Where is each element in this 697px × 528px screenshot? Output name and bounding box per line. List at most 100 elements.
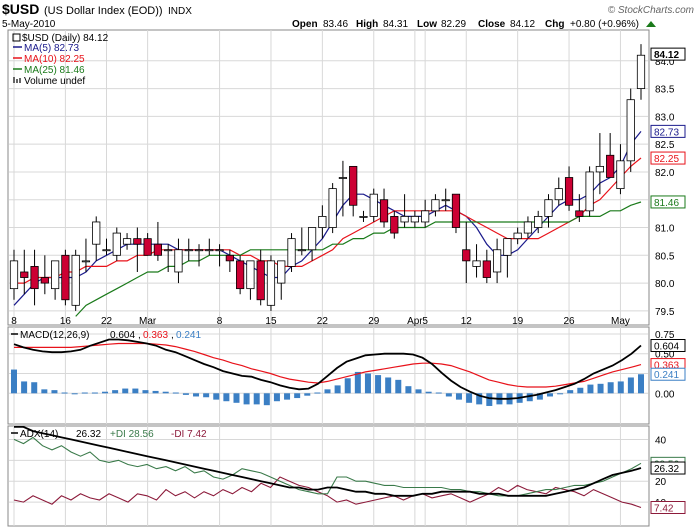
macd-histogram-bar: [375, 375, 382, 394]
candle: [266, 255, 276, 311]
macd-histogram-bar: [51, 390, 58, 394]
macd-legend-signal: 0.363: [143, 330, 168, 341]
macd-histogram-bar: [294, 393, 301, 399]
ma25-line: [75, 201, 642, 317]
candle-body: [400, 216, 409, 223]
low-value: 82.29: [441, 19, 466, 30]
macd-histogram-bar: [476, 393, 483, 405]
price-value-label: 84.12: [654, 50, 679, 61]
candle: [297, 227, 306, 256]
candle-body: [441, 199, 450, 202]
x-tick-label: 22: [101, 316, 113, 327]
macd-histogram-bar: [304, 393, 311, 396]
macd-histogram-bar: [324, 389, 331, 394]
candle-body: [184, 249, 193, 252]
candle: [256, 249, 265, 306]
adx-legend-pdi: +DI 28.56: [110, 429, 154, 440]
x-tick-label: 8: [217, 316, 223, 327]
candle-body: [606, 154, 615, 178]
macd-histogram-bar: [364, 373, 371, 394]
candle: [51, 260, 60, 300]
svg-text:,: ,: [171, 330, 174, 341]
candle: [30, 249, 39, 306]
candle: [40, 255, 49, 295]
candle-body: [462, 249, 471, 262]
price-value-box: [650, 195, 686, 209]
candle: [626, 88, 635, 172]
candle: [462, 221, 471, 284]
macd-histogram-bar: [587, 384, 594, 394]
candle-body: [256, 260, 265, 301]
macd-histogram-bar: [354, 371, 361, 394]
candle: [328, 183, 337, 234]
macd-histogram-bar: [21, 381, 28, 394]
candle-body: [153, 243, 163, 256]
candle: [523, 216, 533, 239]
candle-body: [266, 260, 276, 306]
macd-histogram-bar: [415, 389, 422, 394]
candle: [421, 199, 430, 228]
x-tick-label: Apr: [407, 316, 423, 327]
macd-histogram-bar: [162, 391, 169, 394]
macd-histogram-bar: [627, 377, 634, 394]
candle: [318, 205, 327, 239]
candle: [71, 249, 80, 311]
candle-body: [40, 277, 49, 284]
macd-histogram-bar: [253, 393, 260, 405]
macd-histogram-bar: [213, 393, 220, 400]
macd-histogram-bar: [233, 393, 240, 403]
macd-histogram-bar: [31, 382, 38, 394]
candle: [534, 210, 543, 234]
chg-value: +0.80 (+0.96%): [570, 19, 639, 30]
adx-series: [13, 425, 642, 509]
candle-body: [575, 210, 584, 217]
candle: [349, 165, 358, 217]
macd-histogram-bar: [395, 379, 402, 394]
candle-body: [492, 249, 502, 273]
x-tick-label: 8: [11, 316, 17, 327]
candle: [606, 133, 615, 178]
candle: [92, 216, 101, 261]
candle: [441, 188, 450, 211]
symbol-name: (US Dollar Index (EOD)): [44, 5, 163, 17]
adx-value-label: 7.42: [654, 504, 674, 515]
candle-body: [215, 249, 224, 252]
candle: [338, 160, 348, 217]
x-tick-label: 26: [563, 316, 575, 327]
macd-histogram-bar: [172, 392, 179, 394]
candle: [400, 194, 409, 228]
candle-body: [9, 260, 19, 290]
macd-value-box: [650, 367, 686, 381]
candle: [410, 210, 419, 228]
volume-legend-icon: [13, 77, 15, 83]
candle: [513, 227, 522, 245]
candle: [81, 238, 91, 272]
candle-body: [92, 221, 101, 245]
macd-histogram-bar: [263, 393, 270, 406]
macd-histogram-bar: [41, 389, 48, 394]
adx-pdi-line: [13, 436, 642, 497]
candle-body: [277, 260, 286, 284]
macd-histogram-bar: [445, 393, 452, 397]
price-value-box: [650, 47, 686, 61]
adx-legend-adx: 26.32: [76, 429, 101, 440]
candle: [225, 249, 234, 272]
adx-legend-mdi: -DI 7.42: [171, 429, 207, 440]
candle-body: [112, 232, 121, 256]
candle: [215, 244, 224, 267]
candle-body: [297, 249, 306, 252]
up-arrow-icon: [646, 21, 656, 27]
macd-y-tick: 0.75: [655, 330, 675, 341]
candle: [595, 133, 604, 195]
candle-body: [503, 238, 512, 256]
candle: [564, 166, 574, 211]
adx-legend: ADX(14) 26.32 +DI 28.56 -DI 7.42: [11, 429, 207, 440]
macd-histogram-bar: [273, 393, 280, 402]
candle-body: [451, 193, 461, 228]
price-y-tick: 81.0: [655, 224, 675, 235]
macd-legend-macd: 0.604: [110, 330, 135, 341]
candle: [122, 233, 132, 250]
macd-histogram-bar: [112, 390, 119, 394]
candle: [153, 221, 163, 261]
